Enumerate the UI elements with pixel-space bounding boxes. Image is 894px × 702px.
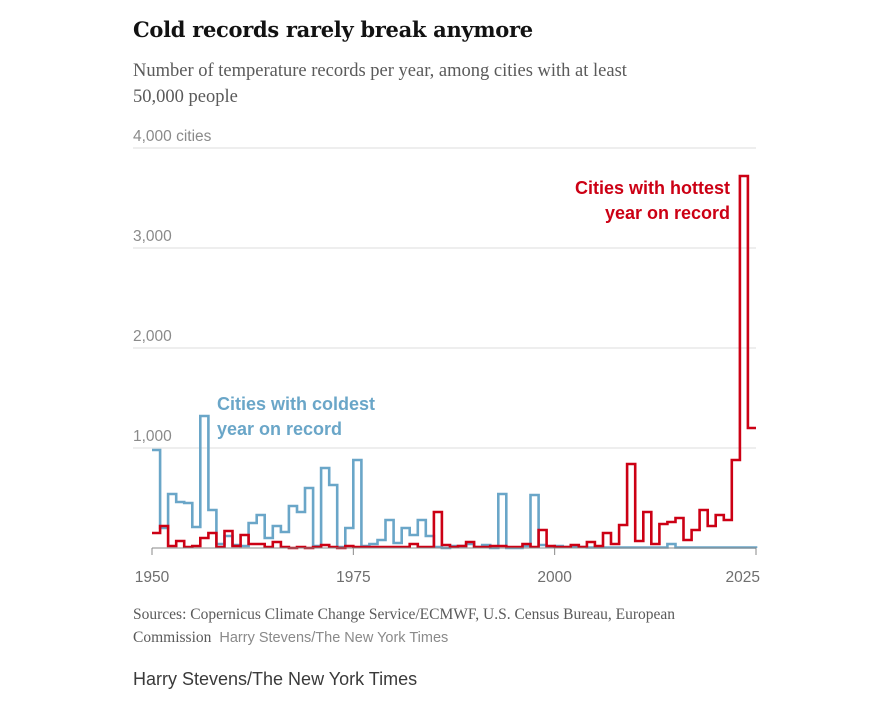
chart-title: Cold records rarely break anymore [133,17,533,42]
x-tick-label-2: 2000 [537,569,572,586]
footer-credit: Harry Stevens/The New York Times [133,669,418,689]
y-tick-label-1: 2,000 [133,328,172,345]
x-tick-label-1: 1975 [336,569,370,586]
coldest-series-label-0: Cities with coldest [217,394,375,414]
chart: 1,000 2,000 3,000 4,000 cities 1950 1975 2000… [133,128,760,586]
y-tick-label-0: 1,000 [133,428,172,445]
x-tick-label-3: 2025 [726,569,760,586]
chart-subtitle: Number of temperature records per year, … [133,61,627,107]
hottest-series-label-1: year on record [605,203,730,223]
series-layer [152,174,758,550]
x-axis: 1950 1975 2000 2025 [135,547,760,586]
y-tick-label-2: 3,000 [133,228,172,245]
y-tick-label-3: 4,000 cities [133,128,212,145]
hottest-series-label-0: Cities with hottest [575,178,730,198]
sources-note: Sources: Copernicus Climate Change Servi… [133,603,713,650]
series-line-hottest [152,174,756,550]
graphic-credit: Harry Stevens/The New York Times [219,630,449,646]
coldest-series-label-1: year on record [217,419,342,439]
sources-text: Sources: Copernicus Climate Change Servi… [133,606,676,646]
series-labels: Cities with coldest year on record Cities … [217,178,730,439]
x-tick-label-0: 1950 [135,569,170,586]
gridlines: 1,000 2,000 3,000 4,000 cities [133,128,756,449]
